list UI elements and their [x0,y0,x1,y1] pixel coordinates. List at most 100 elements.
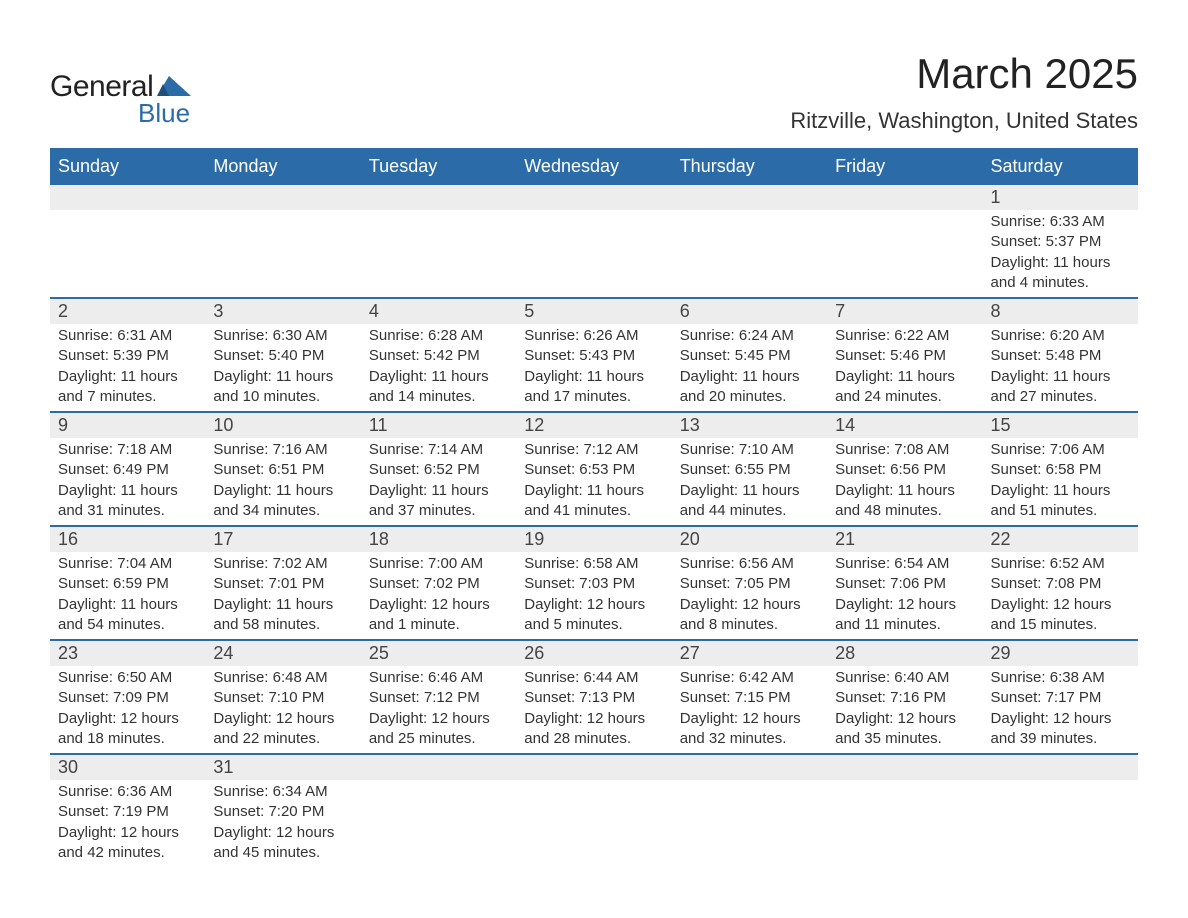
day-number-cell: 6 [672,298,827,324]
day-number-cell [827,184,982,210]
calendar-table: Sunday Monday Tuesday Wednesday Thursday… [50,148,1138,867]
daylight-text: Daylight: 12 hours and 42 minutes. [58,823,197,864]
day-number: 25 [369,643,389,663]
day-detail-cell: Sunrise: 6:44 AMSunset: 7:13 PMDaylight:… [516,666,671,754]
daylight-text: Daylight: 11 hours and 7 minutes. [58,367,197,408]
sunset-text: Sunset: 7:13 PM [524,688,663,708]
day-number: 20 [680,529,700,549]
day-number-cell: 22 [983,526,1138,552]
day-detail-cell [672,210,827,298]
day-number-cell: 23 [50,640,205,666]
day-number: 24 [213,643,233,663]
sunrise-text: Sunrise: 6:48 AM [213,668,352,688]
day-number-cell: 4 [361,298,516,324]
daylight-text: Daylight: 12 hours and 8 minutes. [680,595,819,636]
sunset-text: Sunset: 7:20 PM [213,802,352,822]
daylight-text: Daylight: 12 hours and 11 minutes. [835,595,974,636]
location-subtitle: Ritzville, Washington, United States [790,108,1138,134]
day-number: 23 [58,643,78,663]
sunrise-text: Sunrise: 6:20 AM [991,326,1130,346]
sunset-text: Sunset: 6:49 PM [58,460,197,480]
day-number: 14 [835,415,855,435]
day-number-cell: 15 [983,412,1138,438]
detail-row: Sunrise: 6:50 AMSunset: 7:09 PMDaylight:… [50,666,1138,754]
day-number-cell [672,754,827,780]
day-detail-cell: Sunrise: 7:12 AMSunset: 6:53 PMDaylight:… [516,438,671,526]
sunset-text: Sunset: 5:37 PM [991,232,1130,252]
daynum-row: 23242526272829 [50,640,1138,666]
sunrise-text: Sunrise: 6:58 AM [524,554,663,574]
day-number: 31 [213,757,233,777]
sunset-text: Sunset: 6:56 PM [835,460,974,480]
detail-row: Sunrise: 6:36 AMSunset: 7:19 PMDaylight:… [50,780,1138,867]
day-detail-cell [827,780,982,867]
sunset-text: Sunset: 6:59 PM [58,574,197,594]
day-number: 22 [991,529,1011,549]
day-detail-cell: Sunrise: 6:20 AMSunset: 5:48 PMDaylight:… [983,324,1138,412]
detail-row: Sunrise: 7:04 AMSunset: 6:59 PMDaylight:… [50,552,1138,640]
day-number-cell: 12 [516,412,671,438]
sunset-text: Sunset: 5:46 PM [835,346,974,366]
day-number-cell: 17 [205,526,360,552]
daylight-text: Daylight: 11 hours and 24 minutes. [835,367,974,408]
sunset-text: Sunset: 5:45 PM [680,346,819,366]
day-number: 7 [835,301,845,321]
weekday-header: Monday [205,149,360,184]
day-number-cell [516,754,671,780]
day-number: 9 [58,415,68,435]
daylight-text: Daylight: 12 hours and 45 minutes. [213,823,352,864]
day-number: 17 [213,529,233,549]
sunrise-text: Sunrise: 7:10 AM [680,440,819,460]
day-detail-cell [516,780,671,867]
day-number-cell: 14 [827,412,982,438]
sunrise-text: Sunrise: 6:46 AM [369,668,508,688]
weekday-header: Friday [827,149,982,184]
sunrise-text: Sunrise: 6:52 AM [991,554,1130,574]
day-number-cell: 3 [205,298,360,324]
sunset-text: Sunset: 7:17 PM [991,688,1130,708]
day-number-cell: 18 [361,526,516,552]
day-number-cell: 16 [50,526,205,552]
day-number-cell: 5 [516,298,671,324]
day-detail-cell: Sunrise: 6:33 AMSunset: 5:37 PMDaylight:… [983,210,1138,298]
day-detail-cell: Sunrise: 6:36 AMSunset: 7:19 PMDaylight:… [50,780,205,867]
daylight-text: Daylight: 11 hours and 54 minutes. [58,595,197,636]
day-detail-cell: Sunrise: 6:52 AMSunset: 7:08 PMDaylight:… [983,552,1138,640]
daylight-text: Daylight: 11 hours and 17 minutes. [524,367,663,408]
day-number-cell: 30 [50,754,205,780]
day-number-cell: 11 [361,412,516,438]
day-detail-cell: Sunrise: 6:42 AMSunset: 7:15 PMDaylight:… [672,666,827,754]
day-detail-cell: Sunrise: 6:31 AMSunset: 5:39 PMDaylight:… [50,324,205,412]
day-number-cell: 31 [205,754,360,780]
day-number-cell: 25 [361,640,516,666]
sunset-text: Sunset: 7:03 PM [524,574,663,594]
day-detail-cell: Sunrise: 6:56 AMSunset: 7:05 PMDaylight:… [672,552,827,640]
day-number-cell [516,184,671,210]
day-detail-cell: Sunrise: 6:48 AMSunset: 7:10 PMDaylight:… [205,666,360,754]
day-number: 5 [524,301,534,321]
day-number-cell: 8 [983,298,1138,324]
day-detail-cell [516,210,671,298]
day-detail-cell: Sunrise: 6:28 AMSunset: 5:42 PMDaylight:… [361,324,516,412]
sunset-text: Sunset: 7:09 PM [58,688,197,708]
sunrise-text: Sunrise: 6:50 AM [58,668,197,688]
day-number-cell: 27 [672,640,827,666]
sunrise-text: Sunrise: 6:40 AM [835,668,974,688]
weekday-header-row: Sunday Monday Tuesday Wednesday Thursday… [50,149,1138,184]
sunset-text: Sunset: 6:58 PM [991,460,1130,480]
sunrise-text: Sunrise: 7:06 AM [991,440,1130,460]
day-detail-cell: Sunrise: 6:54 AMSunset: 7:06 PMDaylight:… [827,552,982,640]
detail-row: Sunrise: 6:33 AMSunset: 5:37 PMDaylight:… [50,210,1138,298]
daylight-text: Daylight: 11 hours and 4 minutes. [991,253,1130,294]
day-detail-cell [983,780,1138,867]
daylight-text: Daylight: 11 hours and 20 minutes. [680,367,819,408]
day-number: 27 [680,643,700,663]
sunrise-text: Sunrise: 6:54 AM [835,554,974,574]
day-number-cell: 10 [205,412,360,438]
sunrise-text: Sunrise: 6:31 AM [58,326,197,346]
sunrise-text: Sunrise: 7:02 AM [213,554,352,574]
sunset-text: Sunset: 7:08 PM [991,574,1130,594]
day-number-cell: 7 [827,298,982,324]
sunset-text: Sunset: 7:15 PM [680,688,819,708]
sunrise-text: Sunrise: 6:22 AM [835,326,974,346]
